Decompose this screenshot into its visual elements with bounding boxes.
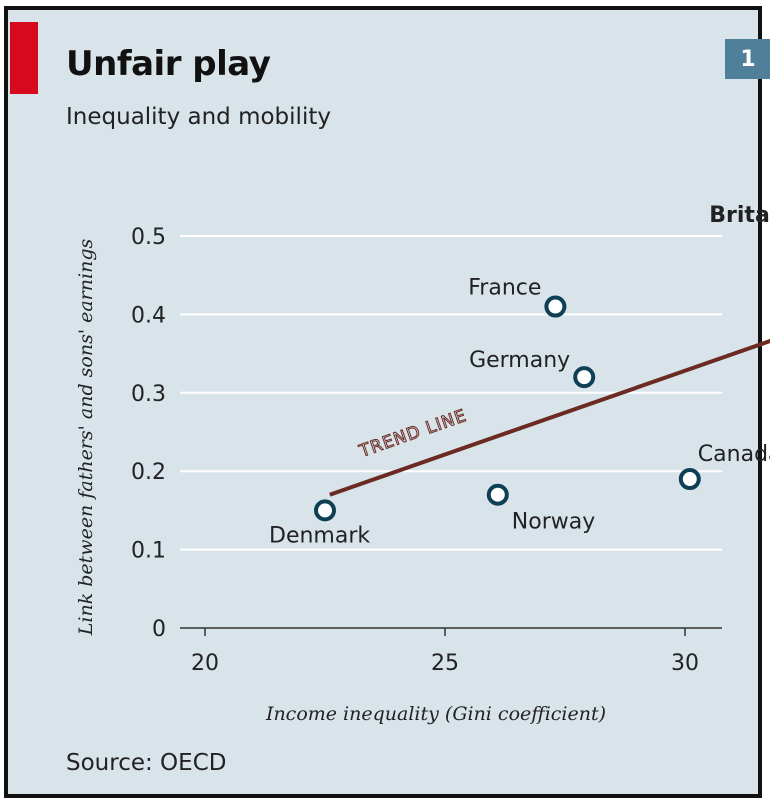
data-point [486,483,509,506]
y-tick-label: 0.3 [131,382,166,407]
chart-title: Unfair play [66,44,271,84]
data-point [544,295,567,318]
y-tick-label: 0.2 [131,460,166,485]
data-point-label-line: Denmark [269,523,370,548]
data-point-label: Britain [709,203,770,228]
brand-red-tag [10,22,38,94]
data-point-label-line: France [468,276,541,301]
data-point [314,499,336,522]
data-point-label: Germany [469,348,570,373]
data-point-label-line: Canada [698,442,770,467]
data-point-label-line: Norway [512,510,595,535]
y-tick-label: 0.5 [131,225,166,250]
data-point-label: Denmark [269,523,370,548]
chart-subtitle: Inequality and mobility [66,104,331,130]
x-axis-title: Income inequality (Gini coefficient) [265,703,606,725]
x-tick-label: 20 [191,651,219,676]
chart-panel: 1 [4,6,770,798]
data-point-label-line: Germany [469,348,570,373]
y-tick-label: 0 [152,617,166,642]
x-tick-label: 25 [431,651,459,676]
trend-line [329,338,770,497]
chart-source: Source: OECD [66,750,227,776]
chart-number-badge: 1 [725,39,770,79]
y-tick-label: 0.4 [131,303,166,328]
data-point-label: France [468,276,541,301]
data-point-label-line: Britain [709,203,770,228]
x-tick-label: 30 [671,651,699,676]
data-point-label: Canada [698,442,770,467]
y-tick-label: 0.1 [131,539,166,564]
data-point-label: Norway [512,510,595,535]
y-axis-title: Link between fathers' and sons' earnings [75,239,97,637]
data-point [573,366,596,389]
data-point [678,468,701,491]
